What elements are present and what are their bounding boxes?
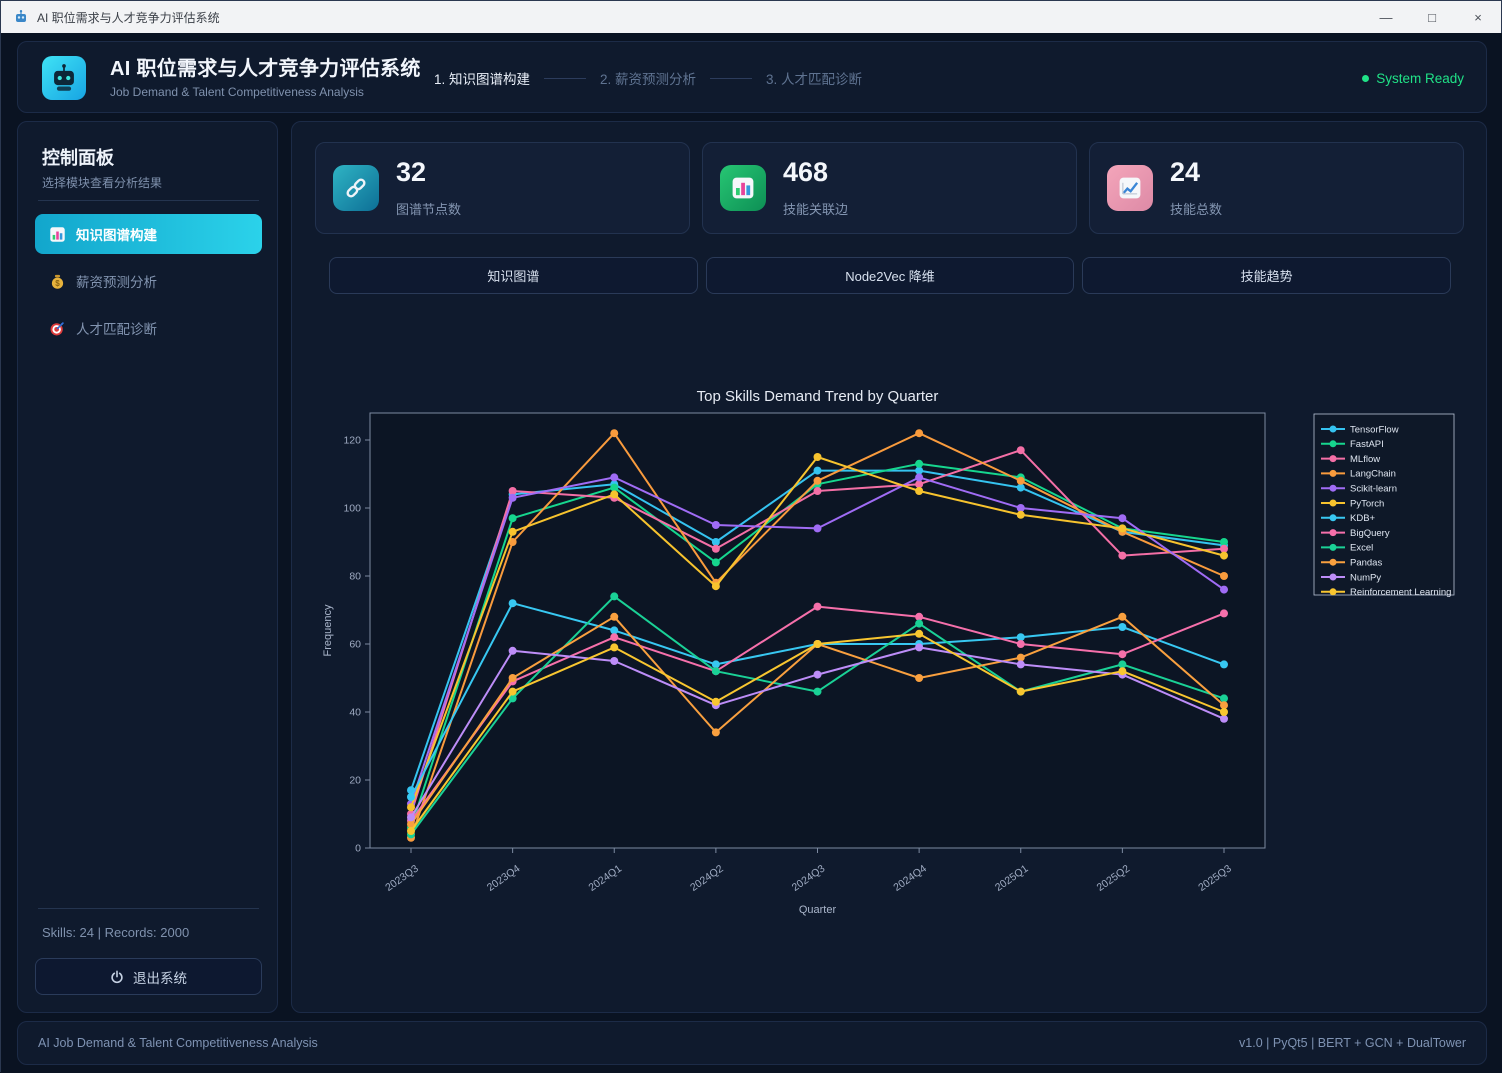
svg-text:PyTorch: PyTorch — [1350, 498, 1384, 509]
header: AI 职位需求与人才竞争力评估系统 Job Demand & Talent Co… — [17, 41, 1487, 113]
window-controls: — □ × — [1363, 1, 1501, 33]
sidebar-item-salary-prediction[interactable]: $ 薪资预测分析 — [35, 261, 262, 301]
y-axis-label: Frequency — [322, 604, 334, 656]
maximize-button[interactable]: □ — [1409, 1, 1455, 33]
view-tabs: 知识图谱 Node2Vec 降维 技能趋势 — [329, 257, 1451, 294]
stat-label: 技能关联边 — [783, 199, 848, 218]
footer-right-text: v1.0 | PyQt5 | BERT + GCN + DualTower — [1239, 1036, 1466, 1050]
svg-text:2023Q3: 2023Q3 — [383, 863, 421, 894]
exit-system-button[interactable]: 退出系统 — [35, 958, 262, 995]
svg-text:2024Q3: 2024Q3 — [790, 863, 828, 894]
svg-text:MLflow: MLflow — [1350, 454, 1380, 465]
skills-trend-line-chart: Top Skills Demand Trend by Quarter 0 20 40 6… — [315, 385, 1459, 937]
svg-text:80: 80 — [349, 571, 361, 583]
svg-text:0: 0 — [355, 843, 361, 855]
svg-text:KDB+: KDB+ — [1350, 513, 1376, 524]
app-logo — [42, 56, 86, 100]
svg-text:2025Q1: 2025Q1 — [993, 863, 1031, 894]
system-status: System Ready — [1362, 42, 1464, 114]
stat-card-graph-nodes: 32 图谱节点数 — [315, 142, 690, 234]
step-separator — [544, 78, 586, 79]
wizard-steps: 1. 知识图谱构建 2. 薪资预测分析 3. 人才匹配诊断 — [434, 42, 862, 114]
bar-chart-icon — [720, 165, 766, 211]
stat-value: 468 — [783, 157, 828, 188]
svg-text:TensorFlow: TensorFlow — [1350, 424, 1399, 435]
sidebar-stats: Skills: 24 | Records: 2000 — [42, 925, 189, 940]
svg-text:$: $ — [55, 279, 60, 288]
stat-value: 24 — [1170, 157, 1200, 188]
page-title: AI 职位需求与人才竞争力评估系统 — [110, 52, 421, 81]
sidebar-item-label: 人才匹配诊断 — [76, 318, 157, 338]
sidebar: 控制面板 选择模块查看分析结果 知识图谱构建 — [17, 121, 278, 1013]
tab-skill-trend[interactable]: 技能趋势 — [1082, 257, 1451, 294]
svg-text:2024Q2: 2024Q2 — [688, 863, 726, 894]
svg-text:2024Q4: 2024Q4 — [891, 863, 929, 894]
window-robot-icon — [13, 9, 29, 25]
sidebar-item-label: 薪资预测分析 — [76, 271, 157, 291]
footer: AI Job Demand & Talent Competitiveness A… — [17, 1021, 1487, 1065]
target-icon — [49, 320, 66, 337]
page-subtitle: Job Demand & Talent Competitiveness Anal… — [110, 85, 364, 99]
tab-knowledge-graph[interactable]: 知识图谱 — [329, 257, 698, 294]
svg-text:20: 20 — [349, 775, 361, 787]
sidebar-item-label: 知识图谱构建 — [76, 224, 157, 244]
os-titlebar: AI 职位需求与人才竞争力评估系统 — □ × — [1, 1, 1501, 33]
status-text: System Ready — [1376, 71, 1464, 86]
svg-text:LangChain: LangChain — [1350, 469, 1396, 480]
footer-left-text: AI Job Demand & Talent Competitiveness A… — [38, 1036, 318, 1050]
robot-icon — [47, 61, 81, 95]
svg-text:NumPy: NumPy — [1350, 572, 1381, 583]
minimize-button[interactable]: — — [1363, 1, 1409, 33]
stat-card-skill-edges: 468 技能关联边 — [702, 142, 1077, 234]
svg-text:2023Q4: 2023Q4 — [485, 863, 523, 894]
svg-text:40: 40 — [349, 707, 361, 719]
chart-title: Top Skills Demand Trend by Quarter — [697, 388, 939, 405]
money-bag-icon: $ — [49, 273, 66, 290]
app-body: AI 职位需求与人才竞争力评估系统 Job Demand & Talent Co… — [1, 33, 1502, 1073]
stat-card-total-skills: 24 技能总数 — [1089, 142, 1464, 234]
svg-text:100: 100 — [343, 503, 361, 515]
link-icon — [333, 165, 379, 211]
stat-value: 32 — [396, 157, 426, 188]
svg-text:2025Q2: 2025Q2 — [1095, 863, 1133, 894]
svg-text:Reinforcement Learning: Reinforcement Learning — [1350, 587, 1451, 598]
sidebar-nav: 知识图谱构建 $ 薪资预测分析 — [35, 214, 262, 348]
stat-label: 技能总数 — [1170, 199, 1222, 218]
chart-legend: TensorFlow FastAPI MLflow LangChain Scikit-l… — [1314, 414, 1454, 598]
main-content: 32 图谱节点数 468 技能关联边 — [291, 121, 1487, 1013]
tab-node2vec[interactable]: Node2Vec 降维 — [706, 257, 1075, 294]
step-1-knowledge-graph: 1. 知识图谱构建 — [434, 68, 530, 88]
x-axis-label: Quarter — [799, 904, 837, 916]
svg-text:FastAPI: FastAPI — [1350, 439, 1384, 450]
step-separator — [710, 78, 752, 79]
window-title: AI 职位需求与人才竞争力评估系统 — [37, 9, 220, 26]
sidebar-item-knowledge-graph[interactable]: 知识图谱构建 — [35, 214, 262, 254]
divider — [38, 908, 259, 909]
trend-up-icon — [1107, 165, 1153, 211]
divider — [38, 200, 259, 201]
step-3-talent-match: 3. 人才匹配诊断 — [766, 68, 862, 88]
sidebar-subtitle: 选择模块查看分析结果 — [42, 174, 162, 191]
svg-text:Scikit-learn: Scikit-learn — [1350, 484, 1397, 495]
svg-text:120: 120 — [343, 435, 361, 447]
bar-chart-icon — [49, 226, 66, 243]
svg-text:60: 60 — [349, 639, 361, 651]
svg-text:Excel: Excel — [1350, 543, 1373, 554]
exit-system-label: 退出系统 — [133, 967, 187, 987]
step-2-salary-prediction: 2. 薪资预测分析 — [600, 68, 696, 88]
svg-text:BigQuery: BigQuery — [1350, 528, 1390, 539]
svg-text:2024Q1: 2024Q1 — [586, 863, 624, 894]
power-icon — [110, 970, 124, 984]
sidebar-item-talent-match[interactable]: 人才匹配诊断 — [35, 308, 262, 348]
status-dot-icon — [1362, 75, 1369, 82]
svg-text:Pandas: Pandas — [1350, 558, 1382, 569]
stat-label: 图谱节点数 — [396, 199, 461, 218]
close-button[interactable]: × — [1455, 1, 1501, 33]
svg-text:2025Q3: 2025Q3 — [1196, 863, 1234, 894]
sidebar-title: 控制面板 — [42, 144, 114, 170]
